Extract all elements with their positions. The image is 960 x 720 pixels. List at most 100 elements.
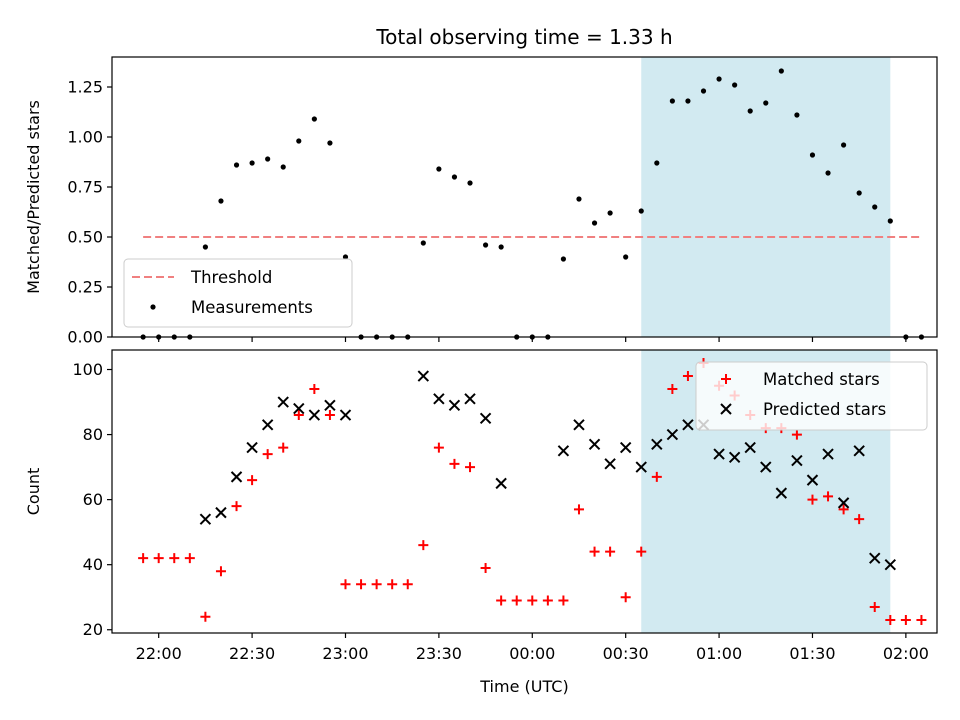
legend-label: Threshold [190, 268, 272, 287]
data-point [342, 254, 349, 260]
legend: Threshold Measurements [123, 258, 353, 328]
data-point [324, 399, 336, 412]
data-point [262, 449, 273, 460]
x-axis-label: Time (UTC) [479, 677, 568, 696]
x-tick-label: 23:30 [416, 644, 462, 663]
data-point [728, 451, 741, 464]
axes-frame [111, 56, 938, 338]
data-point [482, 242, 489, 248]
legend-label: Measurements [191, 298, 313, 317]
y-tick-label: 0.75 [67, 178, 103, 197]
legend: Matched stars Predicted stars [695, 361, 928, 431]
data-point [308, 409, 321, 421]
data-point [296, 138, 302, 144]
x-tick-label: 23:00 [322, 644, 368, 663]
data-point [402, 579, 413, 590]
data-point [604, 458, 616, 470]
data-point [869, 601, 880, 612]
data-point [542, 595, 553, 606]
data-point [853, 445, 865, 457]
series-predicted-stars [199, 370, 897, 571]
data-point [685, 98, 691, 104]
data-point [527, 595, 538, 606]
data-point [716, 76, 722, 82]
data-point [651, 438, 663, 451]
data-point [791, 429, 802, 440]
data-point [498, 244, 504, 250]
series-measurements [140, 68, 925, 340]
legend-label: Matched stars [763, 370, 880, 389]
axes-frame [111, 349, 938, 634]
data-point [560, 256, 567, 262]
data-point [607, 210, 613, 216]
data-point [418, 540, 429, 551]
data-point [682, 419, 694, 431]
data-point [638, 208, 644, 214]
x-tick-label: 22:00 [136, 644, 182, 663]
data-point [838, 504, 849, 515]
data-point [215, 506, 227, 519]
data-point [760, 461, 772, 473]
data-point [433, 393, 445, 405]
data-point [900, 614, 911, 625]
data-point [327, 140, 333, 146]
data-point [856, 190, 862, 196]
data-point [153, 553, 164, 564]
data-point [339, 409, 352, 421]
data-point [635, 461, 647, 473]
data-point [277, 396, 289, 408]
legend-box [695, 361, 928, 431]
data-point [417, 370, 430, 382]
data-point [806, 474, 819, 486]
data-point [700, 88, 707, 94]
data-point [200, 611, 211, 622]
data-point [436, 166, 442, 172]
x-tick-label: 01:30 [789, 644, 835, 663]
data-point [496, 595, 507, 606]
legend-box [123, 258, 353, 328]
data-point [480, 562, 491, 573]
data-point [449, 458, 460, 469]
data-point [495, 477, 507, 490]
data-point [573, 504, 584, 515]
data-point [218, 198, 224, 204]
data-point [763, 100, 769, 106]
data-point [885, 614, 896, 625]
data-point [138, 553, 149, 564]
shaded-region [641, 57, 891, 337]
data-point [230, 471, 243, 483]
data-point [623, 254, 629, 260]
y-tick-label: 1.25 [67, 78, 103, 97]
series-matched-stars [138, 358, 927, 625]
data-point [293, 410, 304, 421]
data-point [744, 441, 756, 454]
data-point [265, 156, 271, 162]
data-point [588, 438, 601, 451]
data-point [775, 487, 788, 499]
legend-swatch-measurements [150, 304, 156, 310]
data-point [261, 419, 274, 431]
data-point [420, 240, 426, 246]
data-point [202, 244, 208, 250]
legend-label: Predicted stars [763, 400, 886, 419]
data-point [654, 160, 660, 166]
data-point [464, 393, 476, 405]
data-point [371, 579, 382, 590]
data-point [854, 514, 865, 525]
x-tick-label: 00:30 [603, 644, 649, 663]
data-point [666, 428, 679, 441]
data-point [872, 204, 878, 210]
data-point [651, 471, 662, 482]
y-tick-label: 0.25 [67, 278, 103, 297]
data-point [809, 152, 816, 158]
data-point [822, 448, 834, 460]
data-point [669, 98, 675, 104]
data-point [433, 442, 444, 453]
data-point [451, 174, 458, 180]
data-point [682, 371, 693, 382]
panel-2: 20 40 60 80 100 22:00 22:30 23:00 23:30 00:00 00:3… [24, 349, 938, 696]
data-point [807, 494, 818, 505]
data-point [791, 454, 803, 467]
data-point [794, 112, 800, 118]
